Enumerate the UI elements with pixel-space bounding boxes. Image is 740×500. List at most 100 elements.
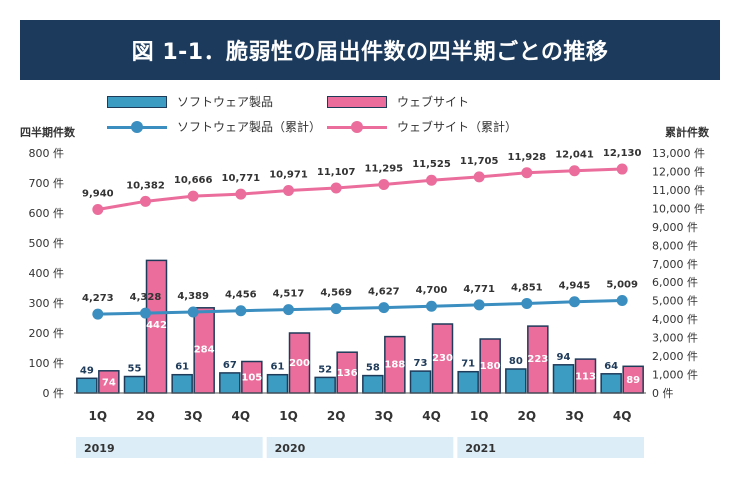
legend-software-cum: ソフトウェア製品（累計） <box>107 118 321 135</box>
website-bar-label: 74 <box>102 377 116 388</box>
website-cum-point-label: 11,928 <box>508 152 547 163</box>
right-axis-tick-label: 5,000 件 <box>652 295 698 308</box>
chart-title-bar: 図 1-1．脆弱性の届出件数の四半期ごとの推移 <box>20 20 720 80</box>
legend-website-swatch <box>327 95 387 108</box>
software-cum-point <box>92 308 104 320</box>
legend-software-label: ソフトウェア製品 <box>177 95 274 109</box>
website-cum-point-label: 11,525 <box>412 159 451 170</box>
website-cum-point-label: 11,295 <box>365 163 404 174</box>
software-bar <box>552 364 575 394</box>
right-axis-tick-label: 1,000 件 <box>652 369 698 382</box>
website-bar-label: 105 <box>241 373 262 384</box>
legend-website-cum-label: ウェブサイト（累計） <box>397 120 518 134</box>
software-cum-point <box>616 295 628 307</box>
software-cum-point <box>140 307 151 319</box>
software-cum-point <box>473 299 485 311</box>
right-axis-tick-label: 6,000 件 <box>652 276 698 289</box>
year-label: 2020 <box>275 442 306 455</box>
left-axis-tick-label: 700 件 <box>29 177 65 190</box>
website-cum-point-label: 10,382 <box>126 180 165 191</box>
left-axis-tick-label: 500 件 <box>29 237 65 250</box>
website-cum-point-label: 10,771 <box>222 173 261 184</box>
software-cum-point <box>283 304 294 316</box>
right-axis-title: 累計件数 <box>665 126 709 139</box>
software-bar <box>314 376 336 394</box>
software-cum-point <box>330 303 342 315</box>
x-tick-label: 2Q <box>327 409 346 423</box>
year-band <box>457 437 644 458</box>
software-cum-point-label: 5,009 <box>606 280 638 291</box>
year-band <box>266 437 454 458</box>
software-cum-point <box>187 306 199 318</box>
right-axis-tick-label: 12,000 件 <box>652 165 705 178</box>
software-cum-point-label: 4,328 <box>130 292 162 303</box>
year-label: 2021 <box>465 442 496 455</box>
website-bar-label: 188 <box>384 360 405 371</box>
website-cum-point <box>283 184 294 196</box>
right-axis-tick-label: 10,000 件 <box>652 202 705 215</box>
website-cum-point <box>235 188 247 200</box>
website-bar-label: 442 <box>146 320 167 331</box>
x-tick-label: 3Q <box>375 409 394 423</box>
website-bar-label: 230 <box>432 353 453 364</box>
software-bar <box>362 374 384 394</box>
website-cum-point <box>140 195 151 207</box>
right-axis-tick-label: 2,000 件 <box>652 350 698 363</box>
software-cum-point-label: 4,517 <box>273 289 305 300</box>
website-cum-point <box>473 171 485 183</box>
software-bar-label: 49 <box>80 365 94 376</box>
software-bar <box>171 373 193 394</box>
website-cum-point-label: 11,705 <box>460 156 499 167</box>
software-bar-label: 80 <box>509 356 523 367</box>
x-tick-label: 2Q <box>518 409 537 423</box>
software-bar <box>600 373 622 394</box>
software-cum-point <box>426 300 437 312</box>
x-tick-label: 4Q <box>232 409 251 423</box>
software-bar <box>505 368 527 394</box>
software-bar-label: 94 <box>557 352 571 363</box>
right-axis-tick-label: 13,000 件 <box>652 147 705 160</box>
right-axis-tick-label: 8,000 件 <box>652 239 698 252</box>
left-axis-tick-label: 200 件 <box>29 327 65 340</box>
website-bar-label: 136 <box>337 368 358 379</box>
software-cum-point <box>521 297 533 309</box>
software-cum-point-label: 4,851 <box>511 282 543 293</box>
software-bar-label: 71 <box>461 359 475 370</box>
software-cum-point-label: 4,389 <box>177 291 209 302</box>
software-cum-line <box>97 299 623 316</box>
x-tick-label: 3Q <box>565 409 584 423</box>
software-cum-point <box>235 305 247 317</box>
software-bar-label: 52 <box>318 364 332 375</box>
software-cum-point-label: 4,569 <box>320 288 352 299</box>
legend-software-swatch <box>107 95 167 108</box>
chart-title: 図 1-1．脆弱性の届出件数の四半期ごとの推移 <box>131 40 609 65</box>
software-bar <box>219 372 241 394</box>
software-cum-point-label: 4,273 <box>82 293 114 304</box>
software-bar-label: 67 <box>223 360 237 371</box>
software-cum-point-label: 4,945 <box>559 281 591 292</box>
software-bar <box>123 375 146 394</box>
website-cum-point <box>187 190 199 202</box>
x-tick-label: 1Q <box>470 409 489 423</box>
website-cum-point <box>569 165 580 177</box>
website-bar-label: 113 <box>575 371 596 382</box>
software-cum-point <box>378 302 390 314</box>
legend-software-cum-marker <box>107 120 167 133</box>
website-cum-point <box>521 167 533 179</box>
right-axis-tick-label: 9,000 件 <box>652 221 698 234</box>
right-axis-tick-label: 7,000 件 <box>652 258 698 271</box>
x-tick-label: 1Q <box>279 409 298 423</box>
left-axis-title: 四半期件数 <box>20 126 75 139</box>
website-cum-point <box>616 163 628 175</box>
website-bar-label: 89 <box>626 375 640 386</box>
left-axis-tick-label: 300 件 <box>29 297 65 310</box>
right-axis-tick-label: 4,000 件 <box>652 313 698 326</box>
website-cum-line <box>97 167 623 211</box>
left-axis-tick-label: 100 件 <box>29 357 65 370</box>
legend-website-cum: ウェブサイト（累計） <box>327 118 517 135</box>
website-cum-point-label: 10,971 <box>269 169 308 180</box>
software-bar <box>409 370 432 394</box>
website-cum-point <box>378 178 390 190</box>
website-cum-point-label: 12,041 <box>555 150 594 161</box>
